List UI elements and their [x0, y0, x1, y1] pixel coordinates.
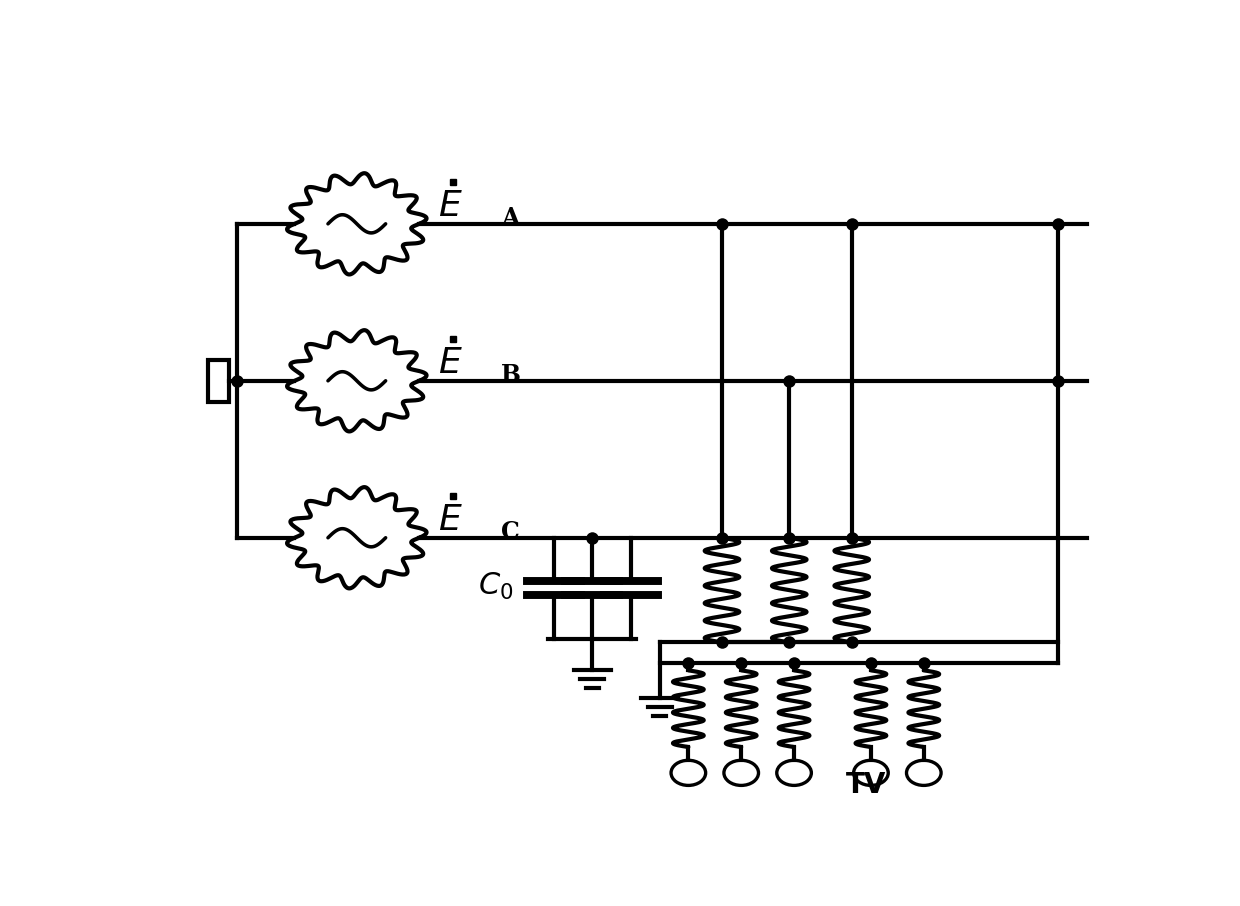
Text: B: B	[501, 363, 521, 387]
Text: C: C	[501, 520, 520, 545]
Text: A: A	[501, 207, 520, 230]
Text: $C_0$: $C_0$	[479, 571, 513, 602]
Text: $E$: $E$	[439, 189, 464, 224]
Text: $E$: $E$	[439, 504, 464, 537]
Text: TV: TV	[846, 771, 887, 799]
Text: $E$: $E$	[439, 346, 464, 381]
Bar	[208, 360, 229, 401]
